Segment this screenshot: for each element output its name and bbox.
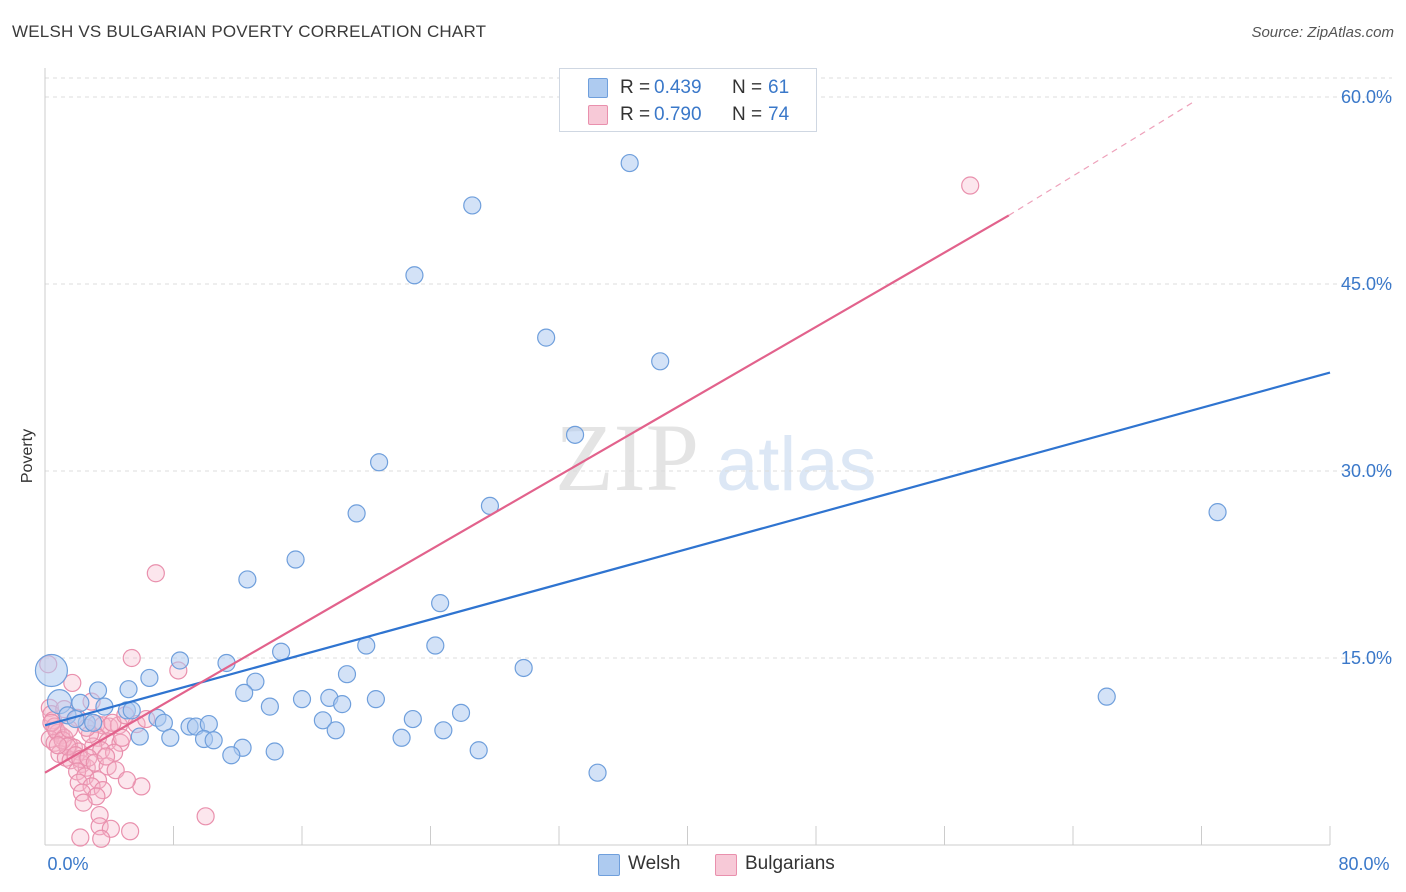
welsh-point: [333, 695, 352, 714]
bulgarians-point: [96, 747, 116, 766]
watermark-zip: ZIP: [555, 404, 699, 511]
y-tick-label: 60.0%: [1341, 87, 1392, 107]
watermark-atlas: atlas: [716, 422, 877, 507]
welsh-trend-line: [44, 371, 1331, 727]
bulgarians-swatch: [588, 105, 608, 125]
welsh-swatch: [588, 78, 608, 98]
welsh-point: [426, 636, 445, 655]
welsh-point: [537, 328, 556, 347]
welsh-point: [370, 453, 389, 472]
bulgarians-trend-line: [44, 214, 1010, 774]
welsh-point: [392, 728, 411, 747]
bulgarians-point: [961, 176, 980, 195]
welsh-point: [71, 693, 90, 712]
welsh-point: [431, 594, 450, 613]
welsh-point: [260, 697, 279, 716]
welsh-r-label: R =: [620, 77, 651, 98]
welsh-point: [119, 680, 138, 699]
welsh-point: [1097, 687, 1116, 706]
welsh-point: [451, 703, 471, 722]
welsh-point: [405, 266, 424, 285]
bulgarians-point: [48, 736, 67, 755]
bulgarians-point: [71, 828, 90, 847]
welsh-point: [651, 352, 670, 371]
bulgarians-point: [146, 564, 165, 583]
welsh-point: [122, 701, 141, 720]
source-credit: Source: ZipAtlas.com: [1251, 24, 1394, 41]
welsh-point: [34, 653, 69, 688]
bulgarians-point: [74, 793, 93, 812]
welsh-point: [84, 713, 103, 732]
bulgarians-point: [121, 822, 140, 841]
y-tick-label: 15.0%: [1341, 648, 1392, 668]
bulgarians-point: [117, 771, 137, 790]
bulgarians-point: [101, 819, 120, 838]
bulgarians-trend-extension: [1008, 101, 1194, 216]
chart-title: WELSH VS BULGARIAN POVERTY CORRELATION C…: [12, 22, 487, 41]
welsh-point: [1208, 503, 1227, 522]
welsh-point: [347, 504, 366, 523]
bulgarians-n-label: N =: [732, 104, 763, 125]
bulgarians-point: [92, 829, 111, 848]
welsh-point: [337, 665, 357, 684]
bulgarians-point: [82, 777, 101, 796]
welsh-point: [588, 763, 607, 782]
welsh-point: [204, 731, 223, 750]
welsh-point: [170, 651, 190, 670]
welsh-point: [265, 742, 284, 761]
stats-legend: R = 0.439 N = 61 R = 0.790 N = 74: [559, 68, 817, 132]
welsh-point: [238, 570, 257, 589]
welsh-n-value: 61: [768, 77, 790, 98]
bulgarians-point: [122, 648, 141, 668]
welsh-point: [161, 728, 180, 747]
welsh-point: [88, 681, 108, 700]
welsh-point: [514, 658, 533, 678]
welsh-point: [326, 721, 345, 740]
welsh-point: [154, 713, 173, 732]
welsh-legend-label: Welsh: [628, 853, 681, 874]
x-tick-label-min: 0.0%: [47, 854, 88, 874]
welsh-n-label: N =: [732, 77, 763, 98]
welsh-point: [469, 741, 488, 760]
welsh-point: [246, 672, 265, 691]
bulgarians-point: [63, 673, 82, 693]
welsh-r-value: 0.439: [654, 77, 702, 98]
welsh-point: [222, 746, 241, 765]
y-tick-label: 30.0%: [1341, 461, 1392, 481]
bulgarians-point: [196, 807, 215, 826]
welsh-point: [235, 683, 254, 703]
welsh-point: [140, 668, 159, 688]
welsh-point: [620, 153, 639, 173]
welsh-point: [292, 690, 312, 709]
bulgarians-legend-swatch: [715, 854, 737, 876]
y-tick-label: 45.0%: [1341, 274, 1392, 294]
x-tick-label-max: 80.0%: [1338, 854, 1389, 874]
welsh-point: [565, 425, 585, 444]
bulgarians-r-label: R =: [620, 104, 651, 125]
welsh-point: [403, 709, 422, 729]
legend-row-bulgarians: R = 0.790 N = 74: [560, 102, 816, 128]
welsh-point: [286, 550, 305, 569]
bulgarians-r-value: 0.790: [654, 104, 702, 125]
welsh-point: [366, 690, 385, 709]
welsh-legend-swatch: [598, 854, 620, 876]
welsh-point: [272, 642, 291, 661]
welsh-point: [463, 196, 482, 215]
welsh-point: [130, 727, 149, 746]
legend-row-welsh: R = 0.439 N = 61: [560, 75, 816, 101]
welsh-point: [434, 721, 453, 740]
bulgarians-n-value: 74: [768, 104, 790, 125]
bulgarians-legend-label: Bulgarians: [745, 853, 835, 874]
welsh-point: [313, 711, 332, 730]
